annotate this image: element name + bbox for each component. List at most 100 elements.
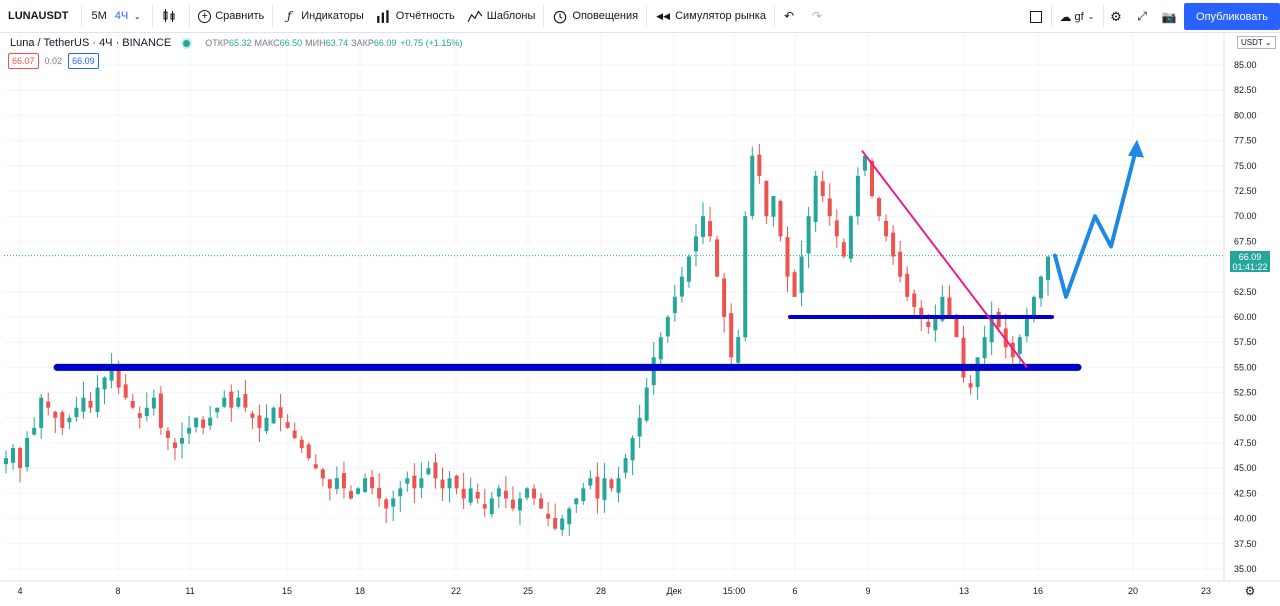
price-scale-label: 82.50 [1234,85,1257,95]
candle-body [729,313,734,358]
alerts-button[interactable]: Оповещения [546,0,644,32]
candle [306,442,311,461]
candle [370,469,375,495]
candle-body [229,391,234,408]
candle-body [313,464,318,469]
time-scale-label: 15 [282,586,292,596]
templates-button[interactable]: Шаблоны [461,0,542,32]
candle [440,467,445,501]
replay-button[interactable]: ◀◀ Симулятор рынка [649,0,772,32]
candle-body [672,296,677,314]
candle [637,405,642,448]
candle [855,167,860,225]
layout-select-button[interactable] [1026,0,1046,33]
time-scale[interactable]: 4 8 11 15 18 22 25 28 Дек 15:00 6 9 13 16 20 23 [0,580,1280,596]
candle [525,486,529,501]
interval-4h[interactable]: 4Ч [114,10,129,22]
candle [236,390,241,409]
candle [658,331,663,369]
indicators-button[interactable]: ƒ Индикаторы [275,0,370,32]
candle-body [954,318,959,338]
candle-body [151,397,156,409]
candle-body [715,239,720,277]
financials-button[interactable]: Отчётность [370,0,461,32]
candle [560,514,565,537]
candle [74,396,79,422]
candle [630,435,635,476]
settings-button[interactable]: ⚙ [1106,0,1126,33]
candle [172,438,177,461]
candle [975,357,980,400]
candle-body [208,417,213,426]
price-scale[interactable]: 85.00 82.50 80.00 77.50 75.00 72.50 70.00 67.50… [1223,33,1280,581]
legend-close: 66.09 [373,38,397,48]
drawings-layer[interactable] [53,139,1144,371]
candle [250,410,255,430]
candle [581,482,586,505]
publish-button[interactable]: Опубликовать [1184,3,1280,30]
grid [4,34,1224,580]
bar-chart-icon [376,10,389,23]
candle-body [123,384,128,398]
legend-high-label: МАКС [254,38,280,48]
candle [644,378,649,423]
candle-body [764,180,769,217]
candle [391,490,396,522]
chevron-down-icon[interactable]: ⌄ [133,11,141,21]
redo-button[interactable]: ↷ [805,0,833,32]
candle-body [278,407,283,418]
price-scale-background [1224,33,1280,581]
sell-price-button[interactable]: 66.07 [8,53,39,69]
candle-body [137,413,142,418]
fullscreen-button[interactable]: ⤢ [1132,0,1152,33]
candle-body [757,154,762,176]
cloud-icon: ☁ [1059,9,1072,24]
candle [461,472,466,510]
candle-body [891,232,896,257]
rewind-icon: ◀◀ [656,10,671,21]
gear-icon[interactable]: ⚙ [1244,584,1256,598]
compare-button[interactable]: + Сравнить [192,0,270,32]
candle [489,492,494,518]
candle [862,154,867,177]
time-scale-label: 28 [596,586,606,596]
plus-circle-icon: + [198,9,212,23]
candle [46,392,51,416]
candle [137,406,142,429]
buy-price-button[interactable]: 66.09 [68,53,99,69]
candle-body [250,413,255,418]
candle-body [32,427,37,435]
candle [215,407,220,419]
undo-button[interactable]: ↶ [777,0,805,32]
snapshot-button[interactable]: 📷 [1158,0,1180,33]
candle [88,392,93,414]
candle [25,431,30,472]
candle-body [553,517,558,529]
candle [194,417,199,433]
candle-body [468,488,473,503]
candle-body [426,468,431,475]
legend-low: 63.74 [325,38,349,48]
currency-badge[interactable]: USDT ⌄ [1237,36,1276,49]
candle-body [348,491,353,499]
candle-body [750,155,755,216]
time-scale-label: 4 [17,586,22,596]
candle [891,225,896,265]
time-scale-label: 6 [792,586,797,596]
candle [102,376,107,405]
candle-body [384,499,389,509]
candle [67,414,72,430]
chart-type-button[interactable] [155,0,187,32]
interval-5m[interactable]: 5М [91,10,107,22]
symbol-search[interactable]: LUNAUSDT [8,10,69,22]
candle-body [785,237,790,277]
candle-body [81,397,86,412]
candle-body [496,488,501,497]
candle [602,463,607,513]
candle [715,235,720,278]
candle-body [1031,296,1036,316]
layout-name-button[interactable]: ☁ gf ⌄ [1054,0,1100,33]
chevron-down-icon: ⌄ [1264,38,1272,47]
candle [292,422,297,439]
